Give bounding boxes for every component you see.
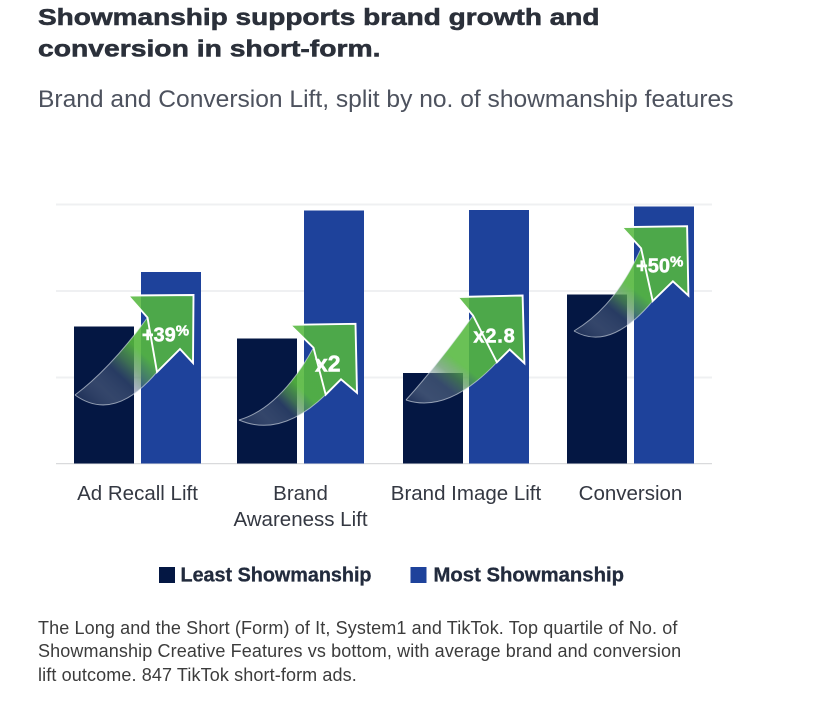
svg-text:Showmanship supports brand gro: Showmanship supports brand growth and xyxy=(38,4,600,30)
svg-text:Least Showmanship: Least Showmanship xyxy=(181,565,372,587)
svg-text:x2.8: x2.8 xyxy=(473,325,515,347)
svg-text:conversion in short-form.: conversion in short-form. xyxy=(38,35,381,61)
svg-text:Most Showmanship: Most Showmanship xyxy=(434,565,625,587)
svg-text:Brand and Conversion Lift, spl: Brand and Conversion Lift, split by no. … xyxy=(38,86,734,113)
svg-text:x2: x2 xyxy=(315,351,341,377)
svg-text:+39%: +39% xyxy=(142,322,189,347)
